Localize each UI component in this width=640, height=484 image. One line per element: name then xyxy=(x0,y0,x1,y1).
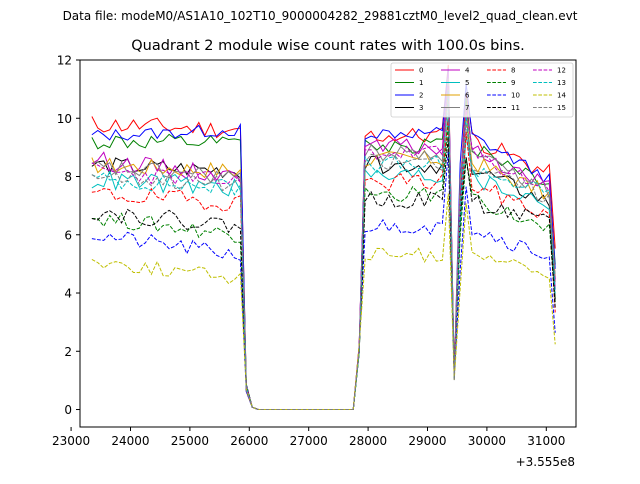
legend-label-10: 10 xyxy=(511,92,520,100)
legend-label-13: 13 xyxy=(557,79,566,87)
series-line-14 xyxy=(91,193,556,411)
y-tick-label: 6 xyxy=(64,228,72,242)
x-tick-label: 31000 xyxy=(527,434,565,448)
x-tick-label: 27000 xyxy=(290,434,328,448)
x-offset-label: +3.555e8 xyxy=(516,455,575,469)
legend-label-14: 14 xyxy=(557,92,566,100)
x-tick-label: 29000 xyxy=(408,434,446,448)
x-tick-label: 28000 xyxy=(349,434,387,448)
y-tick-label: 12 xyxy=(57,54,72,68)
legend-label-4: 4 xyxy=(465,67,470,75)
legend-label-0: 0 xyxy=(419,67,423,75)
legend-label-9: 9 xyxy=(511,79,515,87)
legend-label-8: 8 xyxy=(511,67,515,75)
legend-label-6: 6 xyxy=(465,92,470,100)
y-tick-label: 8 xyxy=(64,170,72,184)
plot-frame xyxy=(79,59,577,428)
x-tick-label: 25000 xyxy=(171,434,209,448)
legend-label-15: 15 xyxy=(557,104,566,112)
series-line-12 xyxy=(91,85,556,411)
y-tick-label: 0 xyxy=(64,403,72,417)
series-line-10 xyxy=(91,151,556,411)
legend-label-3: 3 xyxy=(419,104,423,112)
legend-box xyxy=(390,62,574,118)
x-tick-label: 23000 xyxy=(52,434,90,448)
x-tick-label: 24000 xyxy=(111,434,149,448)
legend-label-5: 5 xyxy=(465,79,469,87)
legend-label-1: 1 xyxy=(419,79,423,87)
legend-label-7: 7 xyxy=(465,104,469,112)
y-tick-label: 4 xyxy=(64,287,72,301)
x-tick-label: 30000 xyxy=(468,434,506,448)
chart-title: Quadrant 2 module wise count rates with … xyxy=(131,38,525,54)
y-tick-label: 2 xyxy=(64,345,72,359)
figure-suptitle: Data file: modeM0/AS1A10_102T10_90000042… xyxy=(63,9,578,23)
axes: 23000 24000 25000 26000 27000 28000 29000 30000… xyxy=(52,54,577,448)
series-line-15 xyxy=(91,94,556,411)
x-tick-label: 26000 xyxy=(230,434,268,448)
legend-label-2: 2 xyxy=(419,92,423,100)
legend-label-11: 11 xyxy=(511,104,520,112)
series-line-11 xyxy=(91,137,556,411)
y-tick-label: 10 xyxy=(57,112,72,126)
plot-area xyxy=(91,64,556,411)
legend-label-12: 12 xyxy=(557,67,566,75)
